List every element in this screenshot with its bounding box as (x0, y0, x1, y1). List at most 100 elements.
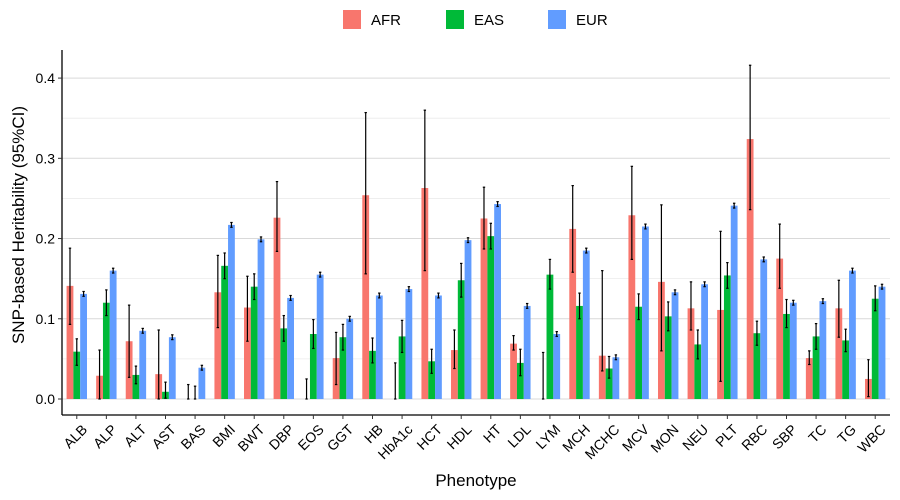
error-bar-afr-mcv (630, 165, 634, 260)
y-axis-title: SNP-based Heritability (95%CI) (9, 106, 28, 344)
bar-afr-sbp (776, 258, 784, 399)
bar-afr-bmi (214, 292, 222, 399)
error-bar-eas-sbp (785, 298, 788, 329)
legend-label-eas: EAS (474, 12, 504, 29)
x-tick-label-bmi: BMI (209, 421, 238, 450)
bar-eur-hb (375, 295, 383, 399)
x-tick-label-hdl: HDL (444, 421, 475, 452)
error-bar-eur-ldl (525, 302, 529, 309)
error-bar-afr-bmi (216, 254, 220, 329)
bar-afr-rbc (746, 139, 754, 399)
error-bar-eas-ht (489, 222, 492, 250)
error-bar-afr-lym (541, 351, 545, 400)
bar-afr-mcv (628, 215, 636, 399)
bar-eas-lym (546, 274, 554, 399)
bar-eur-rbc (760, 259, 768, 399)
bar-eur-lym (553, 334, 561, 399)
error-bar-eur-neu (703, 281, 706, 288)
error-bar-eur-alt (141, 327, 144, 334)
error-bar-eas-lym (548, 258, 552, 290)
error-bar-eur-eos (318, 271, 322, 278)
bar-eur-plt (730, 205, 738, 399)
x-tick-label-bas: BAS (177, 421, 208, 452)
legend-item-afr: AFR (343, 10, 401, 29)
bar-eur-mcv (642, 226, 649, 399)
error-bar-afr-dbp (275, 180, 279, 252)
error-bar-eur-bas (200, 364, 204, 371)
bar-eas-ht (487, 236, 495, 399)
error-bar-eas-hba1c (400, 319, 404, 354)
bar-eas-hct (428, 361, 436, 399)
x-tick-label-lym: LYM (532, 421, 563, 452)
bar-afr-alb (66, 285, 74, 399)
bar-afr-hb (362, 195, 370, 399)
error-bar-eas-eos (312, 318, 315, 350)
bar-eur-ht (494, 204, 501, 399)
bar-afr-ht (480, 218, 488, 399)
legend: AFR EAS EUR (343, 10, 608, 29)
bar-afr-tc (805, 358, 813, 399)
legend-swatch-afr (343, 10, 361, 29)
bar-afr-ldl (510, 343, 517, 399)
error-bar-eas-rbc (755, 320, 759, 346)
error-bar-eur-rbc (762, 256, 765, 263)
bar-eur-dbp (287, 297, 294, 399)
error-bar-afr-mch (571, 184, 574, 273)
bar-eas-mch (576, 305, 583, 399)
error-bar-eur-mon (673, 289, 677, 296)
bar-eur-bwt (257, 239, 265, 399)
legend-label-eur: EUR (576, 12, 608, 29)
bar-eur-mchc (612, 357, 620, 399)
bar-eas-plt (723, 275, 731, 399)
x-tick-label-mon: MON (647, 421, 681, 455)
error-bar-eas-neu (696, 329, 699, 360)
error-bar-eur-plt (732, 202, 736, 209)
error-bar-eur-hdl (466, 237, 470, 244)
bar-eur-alp (109, 270, 117, 399)
bar-eas-rbc (753, 333, 761, 399)
error-bar-eas-mon (667, 301, 670, 332)
x-tick-label-wbc: WBC (854, 421, 888, 455)
bar-eur-ggt (346, 318, 354, 399)
error-bar-eas-bas (193, 385, 197, 400)
bar-eur-hdl (464, 240, 472, 399)
x-tick-label-ast: AST (148, 421, 179, 452)
error-bar-afr-alt (127, 304, 131, 378)
y-tick-label: 0.4 (36, 70, 56, 86)
error-bar-afr-ldl (512, 335, 515, 351)
error-bar-afr-alp (98, 349, 101, 400)
error-bar-afr-eos (305, 378, 308, 400)
bar-eas-alp (102, 302, 110, 399)
bar-eas-sbp (783, 313, 790, 399)
error-bar-afr-hb (364, 111, 367, 275)
bar-eur-mon (671, 292, 679, 399)
x-tick-label-tc: TC (805, 421, 830, 446)
bar-afr-hdl (451, 350, 458, 399)
error-bar-eas-bmi (223, 252, 226, 280)
x-tick-label-alb: ALB (60, 421, 90, 451)
axes (61, 50, 890, 416)
error-bar-eur-alb (82, 290, 85, 297)
error-bar-afr-hct (423, 109, 427, 272)
error-bar-afr-rbc (748, 64, 752, 211)
x-tick-label-ggt: GGT (324, 421, 357, 454)
bar-afr-tg (835, 308, 843, 399)
error-bar-afr-tc (808, 350, 811, 366)
bar-eas-bmi (221, 265, 229, 399)
error-bar-eas-hdl (460, 262, 463, 298)
error-bar-eur-hb (378, 292, 381, 299)
bar-afr-dbp (273, 217, 281, 399)
bar-eas-bwt (250, 286, 258, 399)
bar-eas-hba1c (398, 336, 406, 399)
error-bar-eas-ggt (341, 323, 345, 351)
legend-label-afr: AFR (371, 12, 401, 29)
error-bar-afr-mchc (601, 270, 604, 372)
error-bar-eur-alp (111, 267, 115, 274)
bar-afr-bwt (244, 307, 251, 399)
bar-eur-ast (168, 337, 176, 399)
bar-eas-ggt (339, 337, 347, 399)
bar-eur-sbp (789, 302, 797, 399)
bar-afr-mchc (598, 355, 606, 399)
